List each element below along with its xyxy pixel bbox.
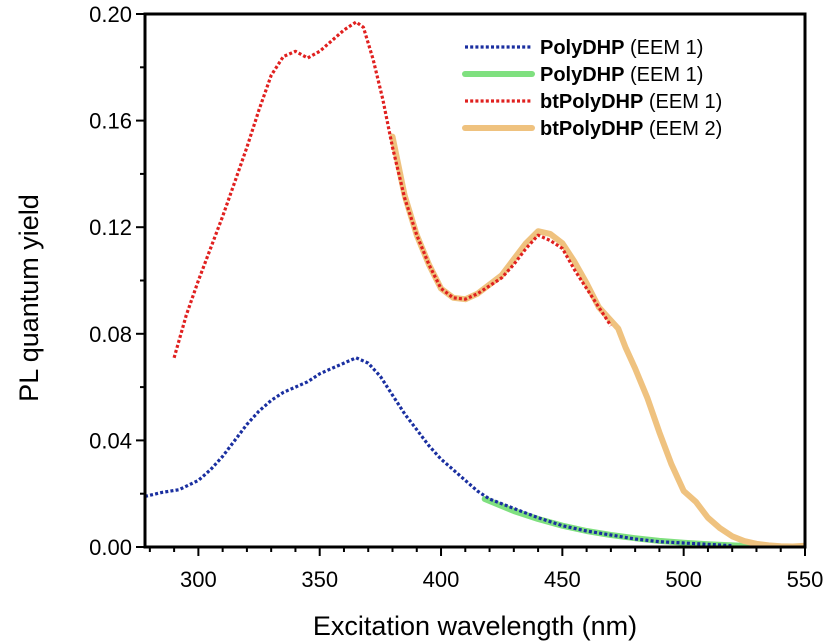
legend-label: PolyDHP (EEM 1) — [540, 37, 703, 59]
legend-item-2: btPolyDHP (EEM 1) — [465, 91, 722, 113]
axes: 300 350 400 450 500 550 0.00 0.04 0.08 0.12 0.16 0.… — [89, 2, 823, 592]
x-tick-label: 450 — [544, 567, 581, 592]
legend-item-0: PolyDHP (EEM 1) — [465, 37, 703, 59]
y-axis-title: PL quantum yield — [14, 194, 44, 402]
y-tick-label: 0.04 — [89, 428, 132, 453]
legend-label: btPolyDHP (EEM 2) — [540, 118, 722, 140]
legend-item-1: PolyDHP (EEM 1) — [462, 64, 703, 86]
legend: PolyDHP (EEM 1) PolyDHP (EEM 1) btPolyDHP … — [462, 37, 722, 140]
series-line-1 — [481, 496, 805, 547]
series-line-2 — [172, 20, 613, 359]
x-tick-label: 400 — [423, 567, 460, 592]
series-line-3 — [389, 133, 805, 547]
y-tick-label: 0.16 — [89, 109, 132, 134]
legend-item-3: btPolyDHP (EEM 2) — [462, 118, 722, 140]
y-tick-label: 0.08 — [89, 322, 132, 347]
series-line-0 — [145, 356, 733, 547]
y-tick-label: 0.12 — [89, 215, 132, 240]
y-tick-label: 0.20 — [89, 2, 132, 27]
x-axis-title: Excitation wavelength (nm) — [313, 611, 637, 641]
x-tick-label: 550 — [787, 567, 824, 592]
legend-label: btPolyDHP (EEM 1) — [540, 91, 722, 113]
legend-label: PolyDHP (EEM 1) — [540, 64, 703, 86]
x-tick-label: 500 — [665, 567, 702, 592]
x-tick-label: 350 — [301, 567, 338, 592]
y-tick-label: 0.00 — [89, 535, 132, 560]
x-tick-label: 300 — [180, 567, 217, 592]
